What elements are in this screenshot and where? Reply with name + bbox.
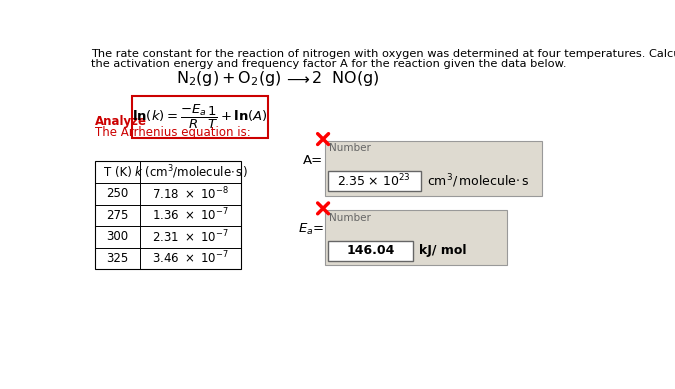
Text: A=: A= — [303, 154, 323, 166]
Text: kJ/ mol: kJ/ mol — [419, 244, 466, 257]
FancyBboxPatch shape — [95, 161, 241, 269]
FancyBboxPatch shape — [325, 140, 541, 196]
Text: the activation energy and frequency factor A for the reaction given the data bel: the activation energy and frequency fact… — [90, 59, 566, 69]
Text: $E_a$=: $E_a$= — [298, 222, 323, 237]
FancyBboxPatch shape — [328, 172, 421, 191]
Text: $2.31\ \times\ 10^{-7}$: $2.31\ \times\ 10^{-7}$ — [152, 229, 229, 245]
Text: $\mathrm{2\ \ NO(g)}$: $\mathrm{2\ \ NO(g)}$ — [310, 69, 379, 88]
FancyBboxPatch shape — [325, 210, 507, 265]
Text: 300: 300 — [107, 230, 129, 244]
Text: $k\ \mathrm{(cm^3/molecule{\cdot}\,s)}$: $k\ \mathrm{(cm^3/molecule{\cdot}\,s)}$ — [134, 163, 248, 181]
Text: T (K): T (K) — [104, 166, 132, 179]
Text: $\mathrm{N_2(g)+O_2(g)}$: $\mathrm{N_2(g)+O_2(g)}$ — [176, 69, 281, 88]
Text: Analyze: Analyze — [95, 115, 147, 128]
Text: The rate constant for the reaction of nitrogen with oxygen was determined at fou: The rate constant for the reaction of ni… — [90, 49, 675, 59]
Text: $3.46\ \times\ 10^{-7}$: $3.46\ \times\ 10^{-7}$ — [152, 250, 229, 267]
Text: 146.04: 146.04 — [346, 244, 394, 257]
FancyBboxPatch shape — [132, 96, 268, 138]
Text: $\mathbf{ln}(k)=\dfrac{-E_a}{R}\dfrac{1}{T}+\mathbf{ln}(A)$: $\mathbf{ln}(k)=\dfrac{-E_a}{R}\dfrac{1}… — [132, 103, 268, 131]
Text: $2.35\times\,10^{23}$: $2.35\times\,10^{23}$ — [338, 173, 411, 190]
Text: The Arrhenius equation is:: The Arrhenius equation is: — [95, 126, 251, 139]
Text: 275: 275 — [107, 209, 129, 222]
Text: $7.18\ \times\ 10^{-8}$: $7.18\ \times\ 10^{-8}$ — [152, 186, 229, 202]
Text: 325: 325 — [107, 252, 129, 265]
FancyBboxPatch shape — [328, 241, 413, 261]
Text: $\mathrm{cm^3/\,molecule{\cdot}\,s}$: $\mathrm{cm^3/\,molecule{\cdot}\,s}$ — [427, 173, 529, 190]
Text: $1.36\ \times\ 10^{-7}$: $1.36\ \times\ 10^{-7}$ — [152, 207, 229, 224]
Text: 250: 250 — [107, 187, 129, 200]
Text: $\longrightarrow$: $\longrightarrow$ — [283, 71, 310, 86]
Text: Number: Number — [329, 213, 371, 223]
Text: Number: Number — [329, 143, 371, 153]
